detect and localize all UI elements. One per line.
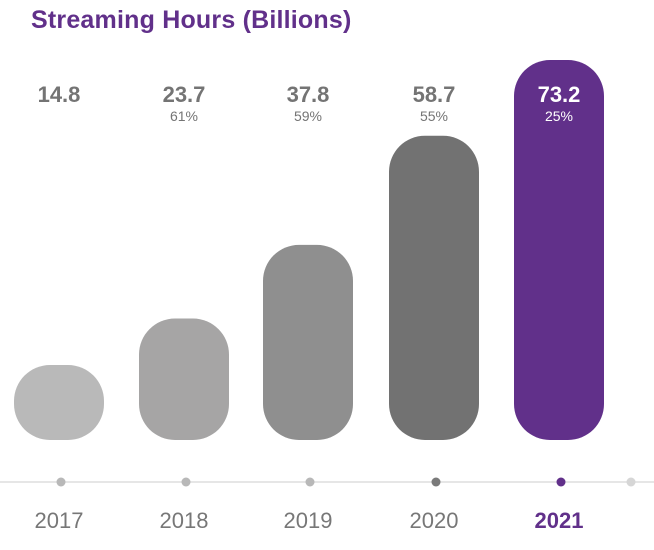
chart-title: Streaming Hours (Billions)	[31, 6, 352, 34]
value-label-2020: 58.7	[413, 82, 456, 107]
tick-label-2019: 2019	[284, 508, 333, 533]
axis-dot-2020	[431, 477, 441, 487]
tick-label-2017: 2017	[35, 508, 84, 533]
axis-dot-2021	[556, 477, 566, 487]
axis-end-dot	[626, 477, 636, 487]
axis-dot-2017	[56, 477, 66, 487]
bar-2020	[389, 135, 479, 441]
growth-label-2019: 59%	[294, 108, 322, 124]
tick-label-2021: 2021	[535, 508, 584, 533]
tick-label-2020: 2020	[410, 508, 459, 533]
value-label-2019: 37.8	[287, 82, 330, 107]
growth-label-2018: 61%	[170, 108, 198, 124]
bar-2017	[14, 365, 104, 440]
growth-label-2020: 55%	[420, 108, 448, 124]
bar-2019	[263, 244, 353, 440]
growth-label-2021: 25%	[545, 108, 573, 124]
value-label-2018: 23.7	[163, 82, 206, 107]
axis-dot-2018	[181, 477, 191, 487]
value-label-2017: 14.8	[38, 82, 81, 107]
bar-2021	[514, 60, 604, 440]
axis-dot-2019	[305, 477, 315, 487]
value-label-2021: 73.2	[538, 82, 581, 107]
bar-2018	[139, 318, 229, 440]
tick-label-2018: 2018	[160, 508, 209, 533]
